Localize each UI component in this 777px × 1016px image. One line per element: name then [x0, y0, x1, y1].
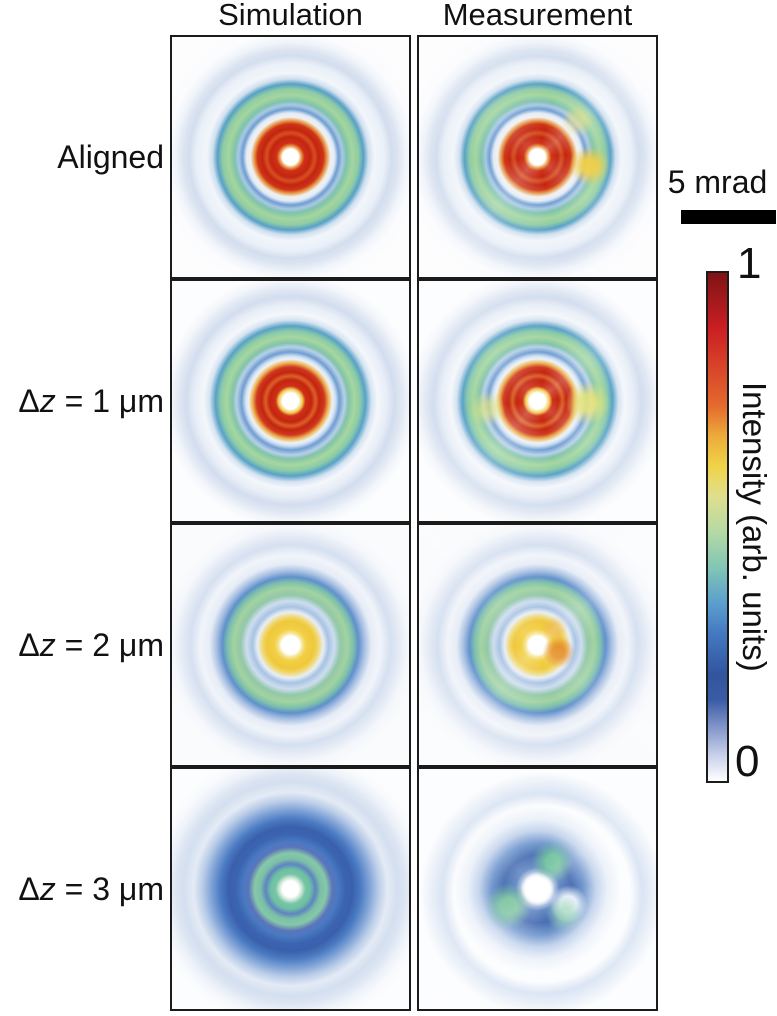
panel-aligned-measurement: [417, 35, 658, 279]
row-label-text: Aligned: [57, 138, 164, 175]
scale-bar-label: 5 mrad: [667, 164, 768, 200]
panel-dz3-measurement: [417, 767, 658, 1011]
panel-aligned-simulation: [170, 35, 411, 279]
colorbar-title: Intensity (arb. units): [736, 382, 773, 672]
colorbar-max-label: 1: [737, 239, 762, 288]
panel-dz2-measurement: [417, 523, 658, 767]
colorbar-min-label: 0: [735, 737, 760, 786]
row-label-text: = 2 μm: [55, 626, 164, 663]
row-label-aligned: Aligned: [0, 35, 164, 279]
row-label-delta: Δ: [18, 870, 40, 907]
scale-bar: [681, 210, 776, 224]
panel-dz2-simulation: [170, 523, 411, 767]
column-header-simulation: Simulation: [218, 0, 363, 32]
panel-grid: [170, 35, 658, 1012]
row-label-text: = 1 μm: [55, 382, 164, 419]
row-label-delta: Δ: [18, 626, 40, 663]
row-label-variable: z: [39, 382, 56, 419]
colorbar-gradient: [706, 271, 729, 783]
panel-dz3-simulation: [170, 767, 411, 1011]
panel-dz1-simulation: [170, 279, 411, 523]
column-header-measurement: Measurement: [442, 0, 633, 32]
row-label-delta: Δ: [18, 382, 40, 419]
panel-dz1-measurement: [417, 279, 658, 523]
row-label-variable: z: [39, 626, 56, 663]
row-label-variable: z: [39, 870, 56, 907]
row-label-text: = 3 μm: [55, 870, 164, 907]
